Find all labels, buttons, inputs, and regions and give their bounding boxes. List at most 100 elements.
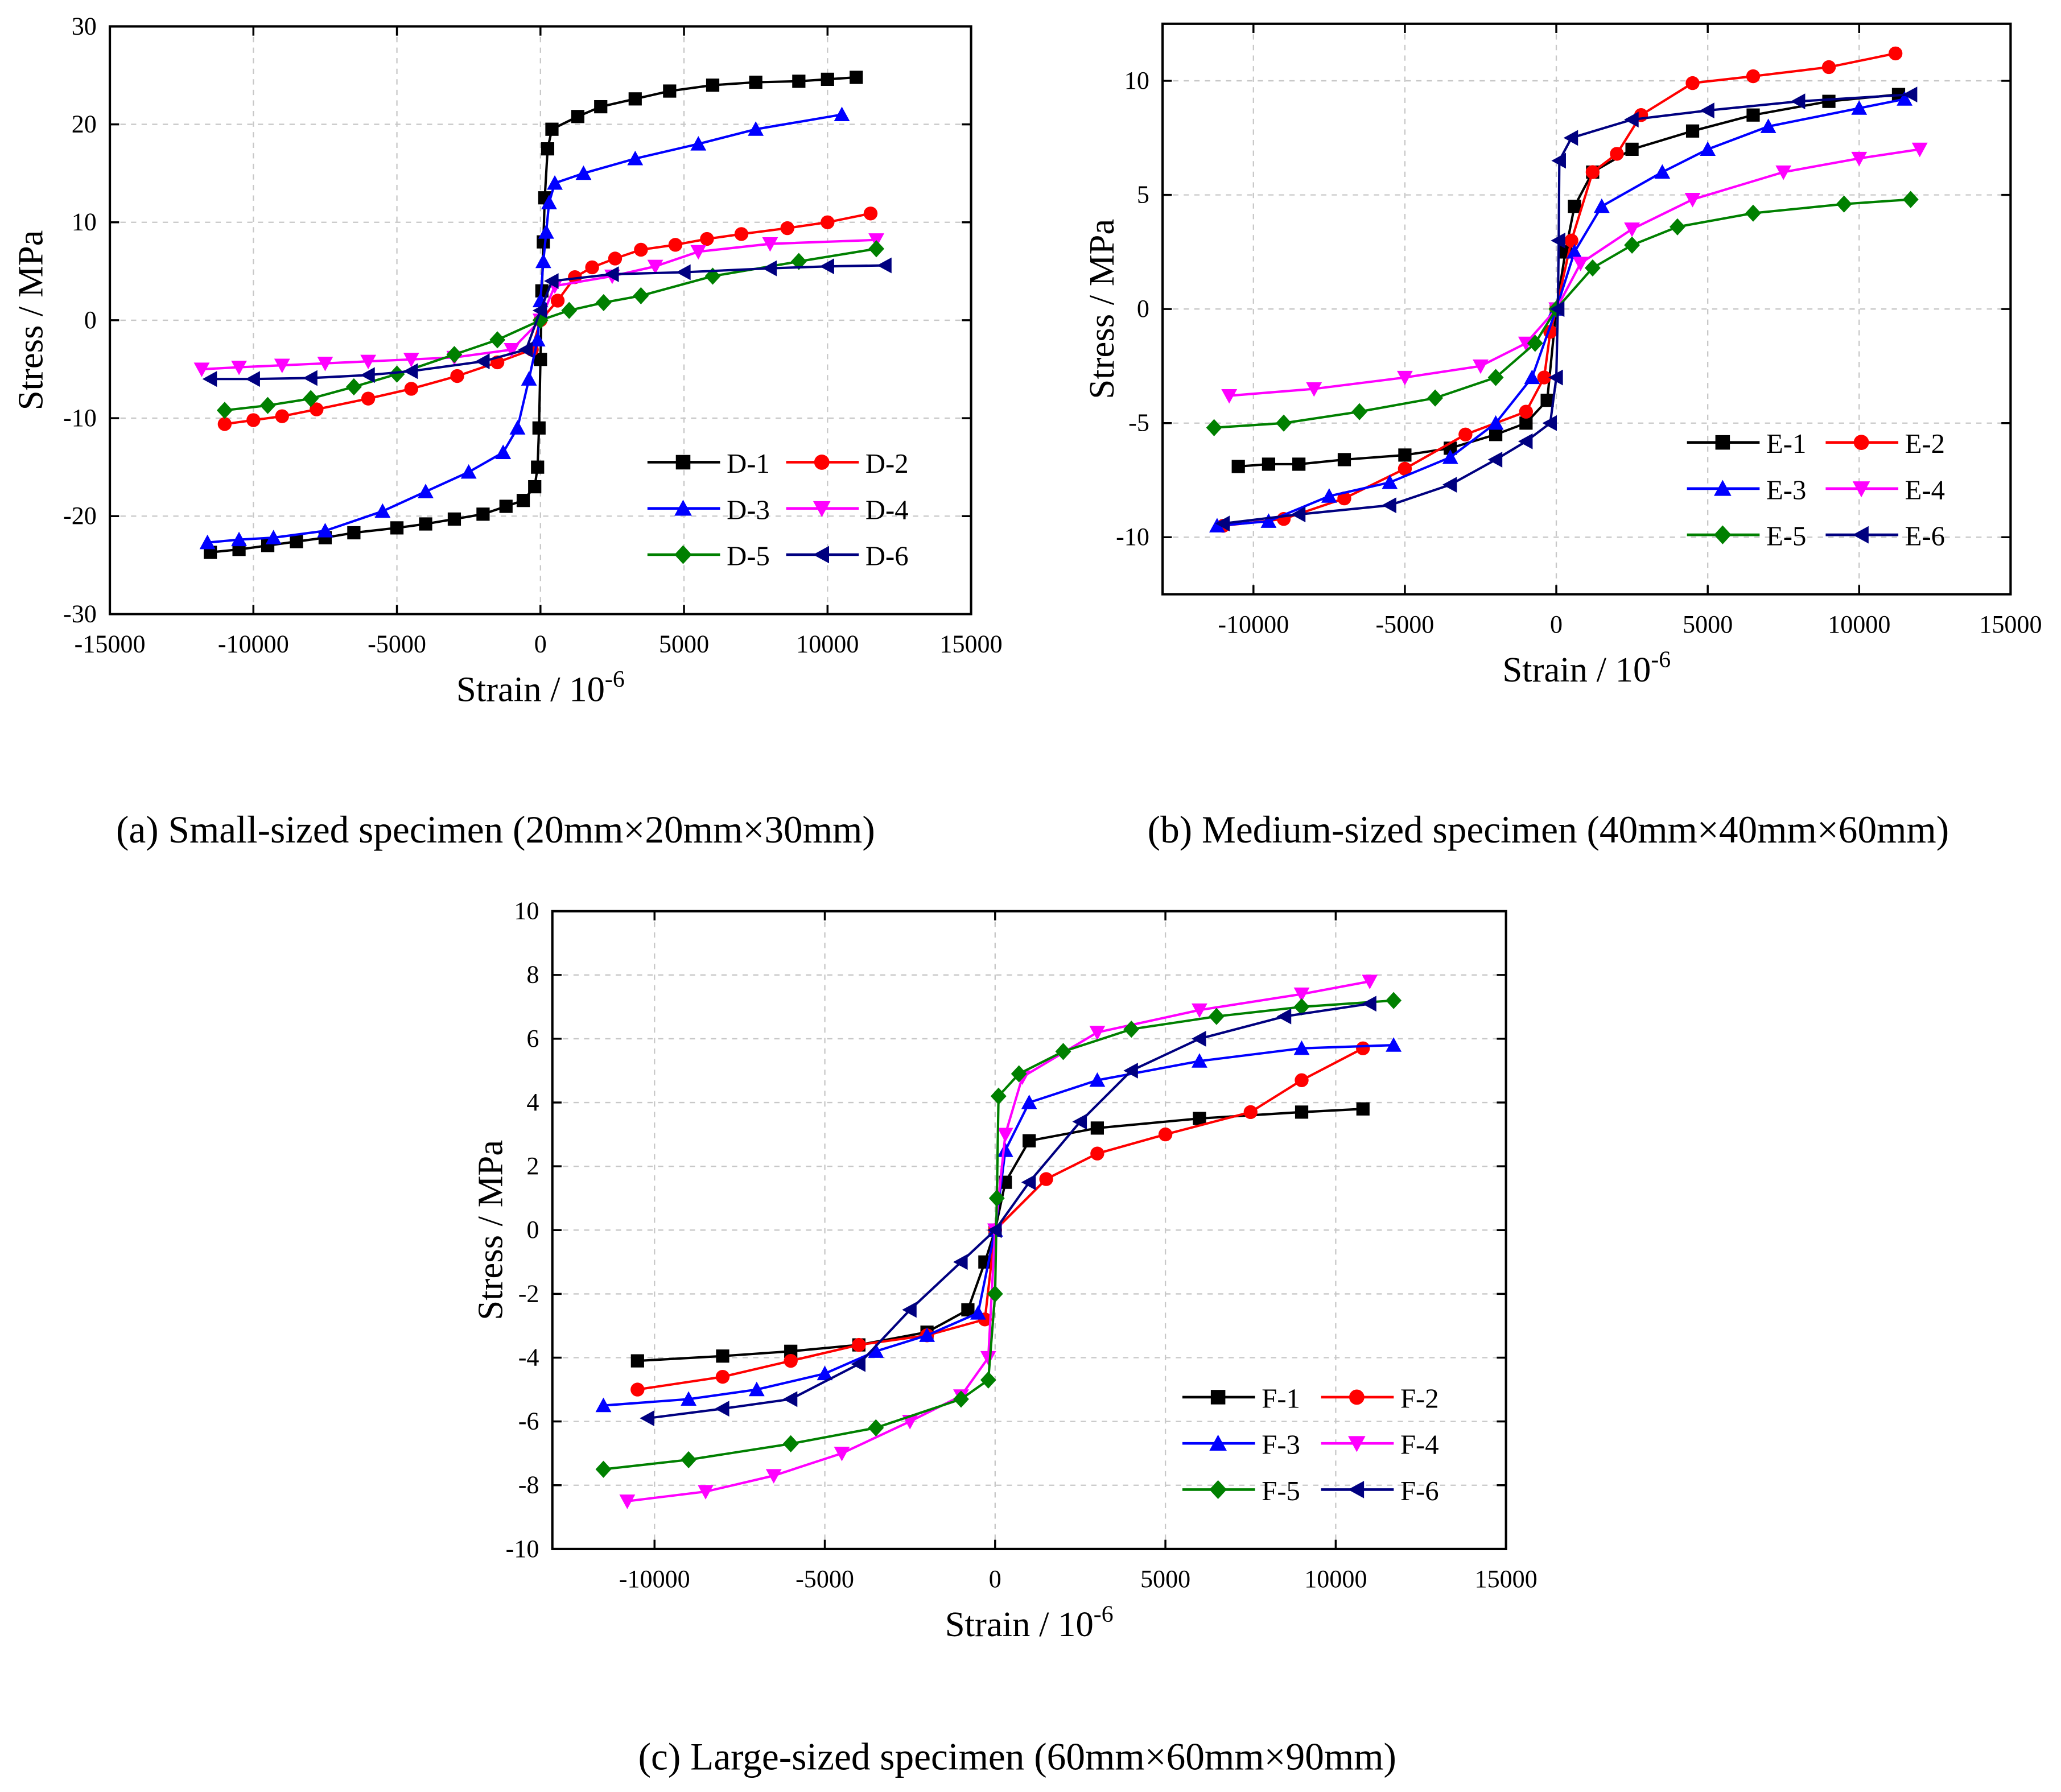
marker-triangle-left	[544, 273, 559, 289]
marker-diamond	[633, 287, 649, 304]
legend-label: D-6	[865, 541, 909, 572]
legend-item: E-4	[1825, 474, 1945, 505]
marker-circle	[1337, 491, 1351, 506]
legend-item: D-5	[647, 541, 770, 572]
chart-small-specimen: -15000 -10000 -5000 0 5000 10000 15000 -30 -20 -1…	[11, 12, 1003, 851]
marker-circle	[668, 238, 683, 252]
marker-circle	[1349, 1389, 1365, 1405]
marker-triangle-left	[782, 1391, 798, 1407]
x-tick-label: 15000	[1979, 610, 2042, 638]
series-line	[1238, 93, 1899, 468]
marker-triangle-left	[851, 1356, 866, 1372]
marker-triangle-left	[1790, 93, 1806, 110]
marker-square	[476, 507, 490, 521]
marker-diamond	[1209, 1480, 1227, 1500]
marker-triangle-up	[460, 464, 477, 479]
marker-triangle-up	[1321, 488, 1337, 503]
marker-triangle-down	[690, 245, 707, 260]
legend-item: E-2	[1825, 428, 1945, 459]
marker-square	[528, 480, 542, 494]
marker-circle	[1821, 60, 1836, 75]
marker-triangle-down	[193, 362, 210, 377]
marker-triangle-down	[1572, 257, 1589, 271]
marker-square	[706, 79, 720, 92]
x-tick-label: 5000	[1683, 610, 1733, 638]
marker-square	[749, 75, 762, 89]
marker-triangle-left	[1624, 112, 1639, 128]
marker-triangle-up	[1192, 1053, 1207, 1068]
legend-label: E-4	[1905, 474, 1945, 505]
x-tick-label: -5000	[1375, 610, 1434, 638]
marker-triangle-up	[817, 1365, 833, 1381]
legend-label: E-5	[1766, 521, 1806, 552]
marker-triangle-up	[1209, 518, 1225, 532]
marker-square	[1337, 453, 1351, 466]
marker-square	[821, 72, 834, 86]
marker-diamond	[790, 253, 807, 270]
y-tick-label: -10	[506, 1535, 539, 1563]
marker-square	[1685, 124, 1700, 138]
y-tick-label: 0	[84, 306, 97, 334]
legend-label: E-3	[1766, 474, 1806, 505]
legend-label: F-2	[1400, 1384, 1439, 1414]
marker-square	[1292, 457, 1306, 471]
legend-item: F-3	[1182, 1430, 1300, 1460]
series-line	[210, 264, 885, 381]
x-tick-label: 5000	[1140, 1565, 1190, 1593]
marker-circle	[821, 215, 835, 229]
marker-square	[1210, 1390, 1226, 1405]
x-axis-label: Strain / 10-6	[1502, 646, 1671, 689]
marker-triangle-up	[748, 1381, 765, 1397]
marker-circle	[715, 1369, 730, 1384]
marker-diamond	[446, 346, 463, 364]
legend-item: E-3	[1687, 474, 1806, 505]
legend-label: E-1	[1766, 428, 1806, 459]
figure-caption: (c) Large-sized specimen (60mm×60mm×90mm…	[638, 1736, 1396, 1778]
y-tick-label: 30	[72, 12, 97, 40]
marker-triangle-left	[877, 257, 892, 274]
marker-triangle-left	[1852, 526, 1869, 544]
marker-triangle-up	[1714, 480, 1732, 496]
legend-item: D-1	[647, 448, 770, 479]
x-axis-label: Strain / 10-6	[456, 666, 625, 709]
plot-frame	[108, 25, 972, 616]
marker-diamond	[1427, 389, 1444, 407]
marker-square	[716, 1349, 729, 1363]
marker-circle	[361, 391, 376, 406]
marker-triangle-left	[1700, 102, 1714, 119]
marker-triangle-up	[1654, 164, 1671, 179]
marker-triangle-left	[1551, 152, 1566, 169]
marker-triangle-left	[1549, 301, 1565, 317]
x-tick-label: 10000	[1828, 610, 1890, 638]
marker-triangle-down	[980, 1351, 996, 1366]
marker-triangle-up	[1382, 474, 1398, 489]
marker-square	[1295, 1105, 1309, 1119]
marker-triangle-down	[317, 357, 333, 371]
marker-triangle-up	[575, 165, 592, 180]
y-tick-label: -10	[1116, 523, 1149, 551]
marker-circle	[1746, 69, 1761, 84]
marker-triangle-down	[403, 353, 419, 368]
marker-triangle-left	[1276, 1008, 1292, 1025]
y-axis-label: Stress / MPa	[1082, 219, 1122, 399]
marker-circle	[1610, 147, 1624, 161]
marker-circle	[404, 382, 418, 396]
marker-triangle-left	[1362, 996, 1376, 1012]
marker-triangle-left	[1215, 515, 1230, 532]
plot-frame	[551, 910, 1507, 1550]
marker-circle	[1158, 1127, 1173, 1142]
marker-triangle-up	[541, 195, 557, 209]
marker-triangle-left	[604, 266, 619, 282]
marker-diamond	[681, 1451, 697, 1469]
marker-diamond	[953, 1390, 969, 1408]
legend-item: F-6	[1321, 1476, 1439, 1506]
marker-triangle-down	[274, 358, 290, 374]
marker-diamond	[1487, 369, 1504, 386]
marker-square	[1568, 200, 1581, 213]
marker-square	[1540, 394, 1554, 407]
marker-circle	[1585, 165, 1600, 179]
marker-diamond	[216, 402, 233, 419]
marker-diamond	[1206, 419, 1222, 436]
legend-item: D-2	[786, 448, 909, 479]
